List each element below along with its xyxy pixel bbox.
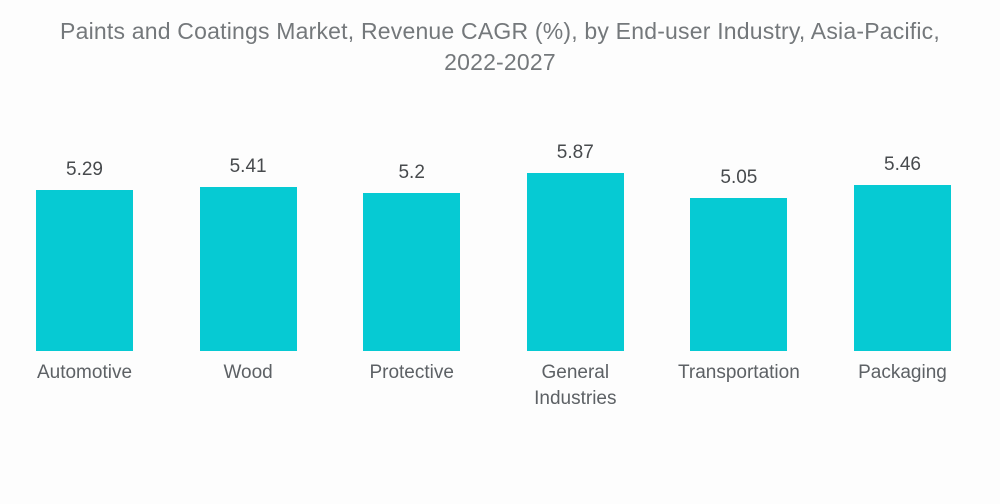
bar-column: 5.41 Wood [166, 0, 330, 383]
bar-value-label: 5.41 [229, 155, 267, 177]
category-label: Automotive [3, 360, 167, 386]
category-label: Packaging [821, 360, 985, 386]
category-label: Protective [330, 360, 494, 386]
bar-value-label: 5.87 [556, 141, 594, 163]
category-label-text: Automotive [36, 362, 133, 383]
bar-column: 5.2 Protective [330, 0, 494, 383]
bar-value-label: 5.46 [884, 154, 921, 175]
bar [36, 190, 133, 351]
bar-value-label: 5.29 [66, 159, 103, 181]
bar-value-label: 5.05 [720, 166, 758, 188]
bar [363, 192, 461, 351]
bar [526, 172, 624, 351]
bar [690, 197, 788, 351]
bar-column: 5.87 General Industries [493, 0, 657, 409]
category-label: Transportation [657, 360, 821, 386]
bar-column: 5.29 Automotive [3, 0, 167, 383]
bar-column: 5.46 Packaging [821, 0, 985, 383]
category-label-text: Packaging [858, 362, 947, 383]
bar-column: 5.05 Transportation [657, 0, 821, 384]
category-label: General Industries [493, 360, 657, 411]
chart-title: Paints and Coatings Market, Revenue CAGR… [60, 18, 940, 76]
bar-value-label: 5.2 [398, 161, 425, 183]
category-label-text: General Industries [534, 362, 617, 409]
bar [854, 185, 951, 351]
category-label-text: Transportation [677, 362, 800, 383]
category-label-text: Protective [369, 362, 454, 383]
bar [199, 186, 297, 351]
category-label-text: Wood [223, 362, 273, 383]
category-label: Wood [166, 360, 330, 386]
